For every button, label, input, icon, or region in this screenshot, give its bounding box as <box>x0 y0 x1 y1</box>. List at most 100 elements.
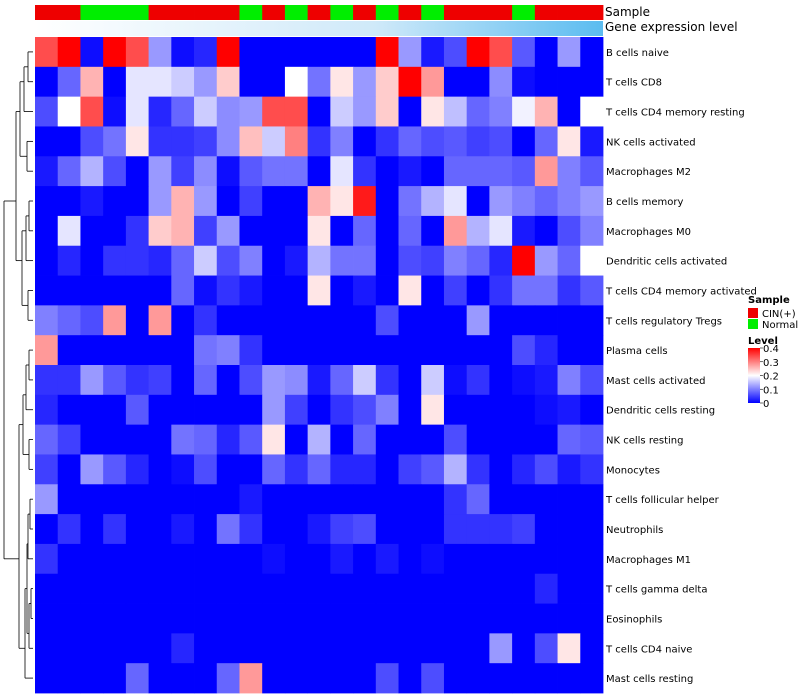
heatmap-cell <box>216 514 240 545</box>
heatmap-cell <box>557 454 581 485</box>
heatmap-cell <box>284 573 309 604</box>
heatmap-cell <box>307 394 331 426</box>
sample-annotation-cell <box>103 5 127 20</box>
heatmap-cell <box>557 305 581 336</box>
heatmap-cell <box>171 633 195 664</box>
heatmap-cell <box>421 66 445 98</box>
heatmap-cell <box>353 633 377 664</box>
heatmap-cell <box>534 573 558 604</box>
heatmap-cell <box>375 543 399 575</box>
row-dendrogram <box>3 51 33 679</box>
heatmap-cell <box>103 126 127 157</box>
sample-annotation-cell <box>239 5 263 20</box>
heatmap-cell <box>239 275 263 306</box>
heatmap-cell <box>375 305 399 336</box>
heatmap-cell <box>580 543 604 575</box>
row-label: NK cells activated <box>606 137 696 148</box>
heatmap-cell <box>239 484 263 515</box>
heatmap-cell <box>421 514 445 545</box>
heatmap-cell <box>580 633 604 664</box>
heatmap-cell <box>580 215 604 247</box>
heatmap-cell <box>580 96 604 127</box>
heatmap-cell <box>194 275 218 306</box>
heatmap-cell <box>307 245 331 276</box>
heatmap-cell <box>421 37 445 68</box>
heatmap-cell <box>171 66 195 98</box>
heatmap-cell <box>557 514 581 545</box>
heatmap-cell <box>443 245 468 276</box>
heatmap-cell <box>421 126 445 157</box>
heatmap-cell <box>284 126 309 157</box>
heatmap-cell <box>239 37 263 68</box>
legend-sample-title: Sample <box>748 295 790 306</box>
row-labels: B cells naive T cells CD8 T cells CD4 memo… <box>605 48 757 685</box>
heatmap-cell <box>103 603 127 634</box>
heatmap-cell <box>125 514 149 545</box>
heatmap-cell <box>194 484 218 515</box>
heatmap-cell <box>103 424 127 455</box>
heatmap-cell <box>125 335 149 366</box>
heatmap-cell <box>171 156 195 187</box>
heatmap-cell <box>171 335 195 366</box>
heatmap-cell <box>489 245 513 276</box>
heatmap-cell <box>398 454 422 485</box>
row-label: B cells memory <box>606 197 683 208</box>
heatmap-cell <box>171 215 195 247</box>
heatmap-cell <box>284 335 309 366</box>
heatmap-cell <box>307 156 331 187</box>
heatmap-cell <box>148 126 172 157</box>
heatmap-cell <box>148 275 172 306</box>
heatmap-cell <box>489 484 513 515</box>
heatmap-cell <box>103 186 127 217</box>
heatmap-cell <box>284 424 309 455</box>
heatmap-cell <box>375 245 399 276</box>
heatmap-cell <box>512 245 536 276</box>
heatmap-cell <box>35 335 59 366</box>
heatmap-cell <box>284 96 309 127</box>
heatmap-cell <box>534 245 558 276</box>
heatmap-cell <box>580 394 604 426</box>
heatmap-cell <box>284 394 309 426</box>
heatmap-cell <box>35 305 59 336</box>
heatmap-cell <box>284 603 309 634</box>
heatmap-cell <box>353 335 377 366</box>
heatmap-cell <box>489 633 513 664</box>
heatmap-cell <box>194 573 218 604</box>
heatmap-cell <box>466 603 490 634</box>
heatmap-cell <box>353 37 377 68</box>
heatmap-cell <box>307 126 331 157</box>
heatmap-cell <box>557 633 581 664</box>
heatmap-cell <box>216 365 240 396</box>
heatmap-cell <box>489 186 513 217</box>
heatmap-cell <box>171 543 195 575</box>
heatmap-cell <box>262 305 286 336</box>
heatmap-cell <box>534 514 558 545</box>
heatmap-cell <box>330 245 354 276</box>
heatmap-cell <box>171 245 195 276</box>
heatmap-cell <box>307 573 331 604</box>
heatmap-cell <box>330 424 354 455</box>
heatmap-cell <box>466 37 490 68</box>
heatmap-cell <box>194 514 218 545</box>
heatmap-cell <box>148 365 172 396</box>
heatmap-cell <box>125 543 149 575</box>
heatmap-cell <box>171 394 195 426</box>
heatmap-cell <box>512 126 536 157</box>
heatmap-cell <box>125 66 149 98</box>
sample-annotation-cell <box>421 5 445 20</box>
heatmap-cell <box>239 66 263 98</box>
row-label: Macrophages M2 <box>606 167 691 178</box>
heatmap-cell <box>330 156 354 187</box>
heatmap-cell <box>534 543 558 575</box>
heatmap-cell <box>353 603 377 634</box>
heatmap-cell <box>171 663 195 694</box>
heatmap-cell <box>103 245 127 276</box>
heatmap-cell <box>103 365 127 396</box>
heatmap-cell <box>103 633 127 664</box>
sample-annotation-cell <box>148 5 172 20</box>
heatmap-cell <box>375 335 399 366</box>
heatmap-cell <box>103 484 127 515</box>
heatmap-cell <box>57 454 81 485</box>
heatmap-cell <box>194 633 218 664</box>
heatmap-cell <box>239 394 263 426</box>
